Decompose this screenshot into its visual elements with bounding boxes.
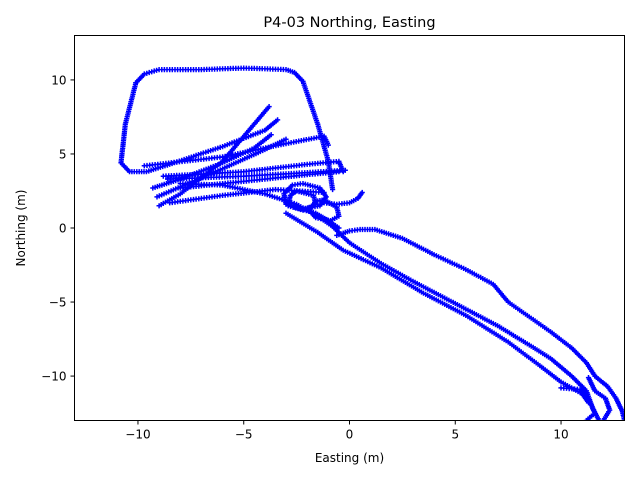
marker-path [291, 204, 342, 231]
x-axis-ticks: −10 −5 0 5 10 [125, 420, 569, 442]
marker-path [334, 226, 625, 421]
y-axis-label: Northing (m) [14, 190, 28, 267]
x-tick-label: 0 [346, 428, 354, 442]
y-tick-label: −5 [49, 296, 67, 310]
x-tick-label: 10 [553, 428, 568, 442]
x-tick-label: 5 [451, 428, 459, 442]
marker-path [558, 385, 598, 421]
trajectory-track [334, 226, 625, 421]
marker-path [283, 210, 592, 406]
marker-path [321, 189, 365, 207]
marker-path [150, 132, 274, 191]
trajectory-track [321, 189, 365, 207]
trajectory-track [291, 204, 342, 231]
data-series [118, 65, 625, 421]
marker-path [585, 375, 613, 421]
y-tick-label: −10 [41, 370, 66, 384]
x-axis-label: Easting (m) [315, 451, 384, 465]
trajectory-track [558, 385, 598, 421]
trajectory-track [585, 375, 613, 421]
y-tick-label: 10 [51, 73, 66, 87]
y-axis-ticks: −10 −5 0 5 10 [41, 73, 75, 384]
chart-title: P4-03 Northing, Easting [263, 15, 435, 31]
y-tick-label: 0 [59, 222, 67, 236]
trajectory-track [150, 132, 274, 191]
x-tick-label: −5 [235, 428, 253, 442]
y-tick-label: 5 [59, 147, 67, 161]
trajectory-track [118, 80, 281, 175]
trajectory-track [283, 210, 592, 406]
marker-path [118, 80, 281, 175]
x-tick-label: −10 [125, 428, 150, 442]
